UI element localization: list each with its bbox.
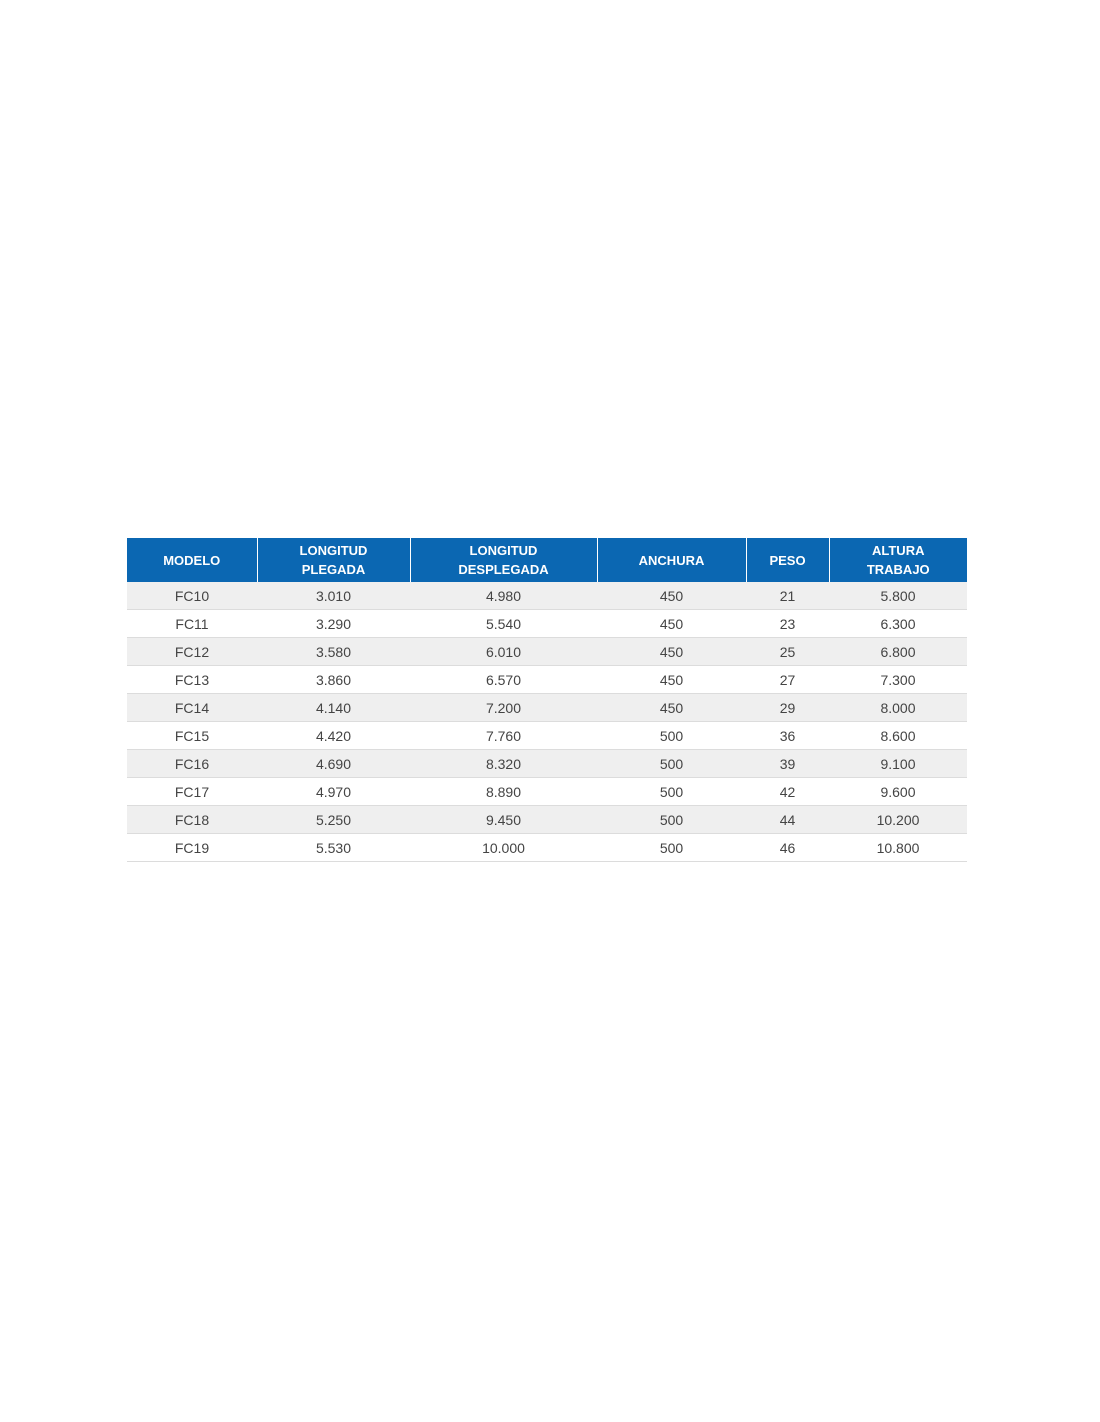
cell-altura-trabajo: 8.600 xyxy=(829,721,967,750)
cell-altura-trabajo: 10.800 xyxy=(829,833,967,862)
column-header-line: PLEGADA xyxy=(301,562,366,577)
cell-modelo: FC17 xyxy=(127,777,257,806)
cell-longitud-plegada: 5.530 xyxy=(257,833,410,862)
table-row: FC18 5.250 9.450 500 44 10.200 xyxy=(127,805,967,834)
cell-longitud-desplegada: 6.570 xyxy=(410,665,597,694)
cell-peso: 29 xyxy=(746,693,829,722)
cell-peso: 39 xyxy=(746,749,829,778)
cell-anchura: 450 xyxy=(597,637,746,666)
cell-longitud-desplegada: 5.540 xyxy=(410,609,597,638)
cell-longitud-plegada: 4.140 xyxy=(257,693,410,722)
cell-modelo: FC19 xyxy=(127,833,257,862)
column-header-line: MODELO xyxy=(163,552,221,568)
table-row: FC16 4.690 8.320 500 39 9.100 xyxy=(127,749,967,778)
cell-altura-trabajo: 8.000 xyxy=(829,693,967,722)
cell-modelo: FC13 xyxy=(127,665,257,694)
table-body: FC10 3.010 4.980 450 21 5.800 FC11 3.290 5.540 45… xyxy=(127,582,967,862)
table-row: FC17 4.970 8.890 500 42 9.600 xyxy=(127,777,967,806)
table-row: FC10 3.010 4.980 450 21 5.800 xyxy=(127,582,967,610)
table-row: FC19 5.530 10.000 500 46 10.800 xyxy=(127,833,967,862)
cell-longitud-plegada: 3.010 xyxy=(257,582,410,610)
cell-peso: 27 xyxy=(746,665,829,694)
cell-longitud-plegada: 4.690 xyxy=(257,749,410,778)
column-header-line: LONGITUD xyxy=(469,543,538,558)
cell-longitud-plegada: 3.290 xyxy=(257,609,410,638)
cell-modelo: FC16 xyxy=(127,749,257,778)
cell-peso: 42 xyxy=(746,777,829,806)
cell-anchura: 450 xyxy=(597,609,746,638)
column-header-line: DESPLEGADA xyxy=(458,562,549,577)
cell-anchura: 500 xyxy=(597,805,746,834)
cell-peso: 46 xyxy=(746,833,829,862)
cell-modelo: FC11 xyxy=(127,609,257,638)
cell-altura-trabajo: 9.600 xyxy=(829,777,967,806)
cell-longitud-plegada: 5.250 xyxy=(257,805,410,834)
column-header-peso: PESO xyxy=(746,538,830,582)
cell-modelo: FC12 xyxy=(127,637,257,666)
cell-longitud-desplegada: 10.000 xyxy=(410,833,597,862)
cell-peso: 44 xyxy=(746,805,829,834)
cell-altura-trabajo: 6.300 xyxy=(829,609,967,638)
cell-longitud-plegada: 3.580 xyxy=(257,637,410,666)
column-header-altura-trabajo: ALTURA TRABAJO xyxy=(829,538,967,582)
cell-peso: 25 xyxy=(746,637,829,666)
cell-longitud-plegada: 4.970 xyxy=(257,777,410,806)
cell-anchura: 500 xyxy=(597,721,746,750)
cell-altura-trabajo: 7.300 xyxy=(829,665,967,694)
cell-modelo: FC15 xyxy=(127,721,257,750)
cell-altura-trabajo: 10.200 xyxy=(829,805,967,834)
cell-longitud-desplegada: 7.200 xyxy=(410,693,597,722)
table-row: FC15 4.420 7.760 500 36 8.600 xyxy=(127,721,967,750)
cell-altura-trabajo: 5.800 xyxy=(829,582,967,610)
cell-longitud-plegada: 4.420 xyxy=(257,721,410,750)
column-header-line: PESO xyxy=(769,552,806,568)
column-header-longitud-desplegada: LONGITUD DESPLEGADA xyxy=(410,538,598,582)
cell-longitud-desplegada: 4.980 xyxy=(410,582,597,610)
cell-longitud-desplegada: 6.010 xyxy=(410,637,597,666)
cell-altura-trabajo: 6.800 xyxy=(829,637,967,666)
specifications-table: MODELO LONGITUD PLEGADA LONGITUD DESPLEGADA A… xyxy=(127,538,967,862)
column-header-line: LONGITUD xyxy=(299,543,368,558)
cell-anchura: 450 xyxy=(597,582,746,610)
table-row: FC11 3.290 5.540 450 23 6.300 xyxy=(127,609,967,638)
cell-anchura: 450 xyxy=(597,665,746,694)
cell-longitud-desplegada: 9.450 xyxy=(410,805,597,834)
cell-anchura: 500 xyxy=(597,833,746,862)
cell-peso: 21 xyxy=(746,582,829,610)
cell-longitud-desplegada: 8.890 xyxy=(410,777,597,806)
column-header-anchura: ANCHURA xyxy=(597,538,747,582)
table-row: FC14 4.140 7.200 450 29 8.000 xyxy=(127,693,967,722)
column-header-line: TRABAJO xyxy=(866,562,930,577)
table-row: FC12 3.580 6.010 450 25 6.800 xyxy=(127,637,967,666)
cell-longitud-plegada: 3.860 xyxy=(257,665,410,694)
cell-peso: 36 xyxy=(746,721,829,750)
cell-modelo: FC10 xyxy=(127,582,257,610)
table-row: FC13 3.860 6.570 450 27 7.300 xyxy=(127,665,967,694)
cell-modelo: FC18 xyxy=(127,805,257,834)
cell-peso: 23 xyxy=(746,609,829,638)
column-header-modelo: MODELO xyxy=(127,538,258,582)
cell-modelo: FC14 xyxy=(127,693,257,722)
column-header-longitud-plegada: LONGITUD PLEGADA xyxy=(257,538,411,582)
cell-longitud-desplegada: 8.320 xyxy=(410,749,597,778)
cell-longitud-desplegada: 7.760 xyxy=(410,721,597,750)
column-header-line: ALTURA xyxy=(872,543,925,558)
table-header: MODELO LONGITUD PLEGADA LONGITUD DESPLEGADA A… xyxy=(127,538,967,582)
cell-anchura: 450 xyxy=(597,693,746,722)
column-header-line: ANCHURA xyxy=(638,552,705,568)
cell-anchura: 500 xyxy=(597,749,746,778)
cell-anchura: 500 xyxy=(597,777,746,806)
cell-altura-trabajo: 9.100 xyxy=(829,749,967,778)
